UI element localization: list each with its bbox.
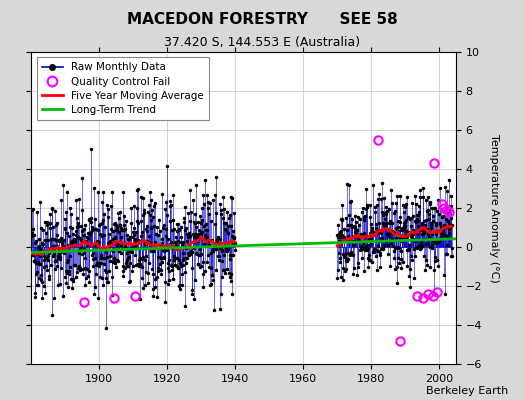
Y-axis label: Temperature Anomaly (°C): Temperature Anomaly (°C) bbox=[489, 134, 499, 282]
Text: Berkeley Earth: Berkeley Earth bbox=[426, 386, 508, 396]
Legend: Raw Monthly Data, Quality Control Fail, Five Year Moving Average, Long-Term Tren: Raw Monthly Data, Quality Control Fail, … bbox=[37, 57, 209, 120]
Text: MACEDON FORESTRY      SEE 58: MACEDON FORESTRY SEE 58 bbox=[127, 12, 397, 27]
Text: 37.420 S, 144.553 E (Australia): 37.420 S, 144.553 E (Australia) bbox=[164, 36, 360, 49]
